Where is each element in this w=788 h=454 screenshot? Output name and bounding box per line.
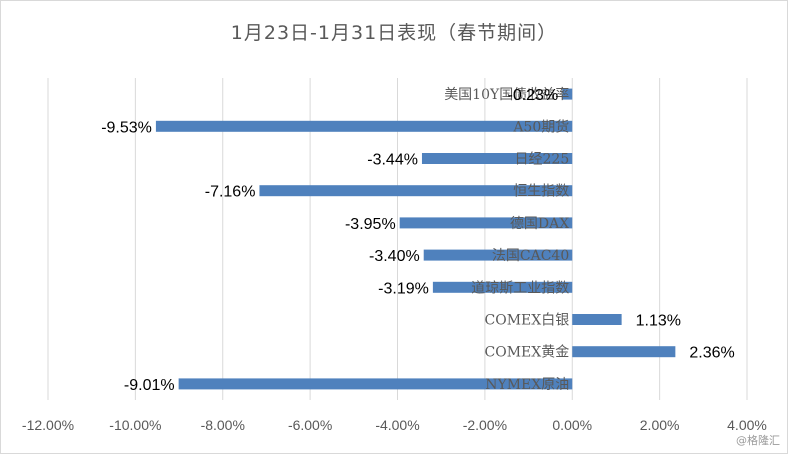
category-label: NYMEX原油 [485, 377, 569, 393]
data-label: -3.19% [378, 280, 429, 297]
data-label: -0.23% [507, 87, 558, 104]
x-tick-label: 0.00% [552, 417, 592, 433]
data-label: -3.40% [369, 248, 420, 265]
watermark: @格隆汇 [736, 434, 780, 447]
x-tick-label: -4.00% [375, 417, 419, 433]
category-label: 日经225 [515, 152, 570, 168]
data-label: -9.01% [124, 377, 175, 394]
bar [432, 281, 573, 293]
category-label: COMEX黄金 [485, 344, 570, 361]
x-tick-label: -8.00% [201, 417, 245, 433]
x-tick-label: 4.00% [727, 417, 767, 433]
data-label: -9.53% [101, 119, 152, 136]
data-label: 1.13% [636, 313, 681, 330]
category-label: A50期货 [512, 118, 569, 135]
bar [421, 153, 573, 164]
data-label: 2.36% [689, 345, 734, 362]
bar [178, 378, 573, 390]
data-label: -3.44% [367, 152, 418, 169]
x-tick-label: 2.00% [640, 417, 680, 433]
category-label: COMEX白银 [485, 313, 570, 329]
bar [572, 346, 676, 358]
bar [562, 88, 573, 100]
bar [572, 314, 622, 325]
category-label: 恒生指数 [513, 184, 569, 200]
x-tick-label: -6.00% [288, 417, 332, 433]
x-tick-label: -10.00% [109, 417, 161, 433]
category-label: 美国10Y国债收益率 [444, 86, 569, 103]
data-label: -3.95% [345, 216, 396, 233]
bar [423, 249, 573, 261]
category-label: 法国CAC40 [492, 248, 569, 264]
x-tick-label: -12.00% [22, 417, 74, 433]
category-label: 德国DAX [510, 216, 569, 232]
data-label: -7.16% [205, 184, 256, 201]
bar [399, 217, 573, 229]
bar [155, 120, 573, 132]
category-label: 道琼斯工业指数 [471, 280, 569, 296]
bar [259, 185, 573, 197]
chart-title: 1月23日-1月31日表现（春节期间） [230, 22, 558, 44]
x-tick-label: -2.00% [463, 417, 507, 433]
